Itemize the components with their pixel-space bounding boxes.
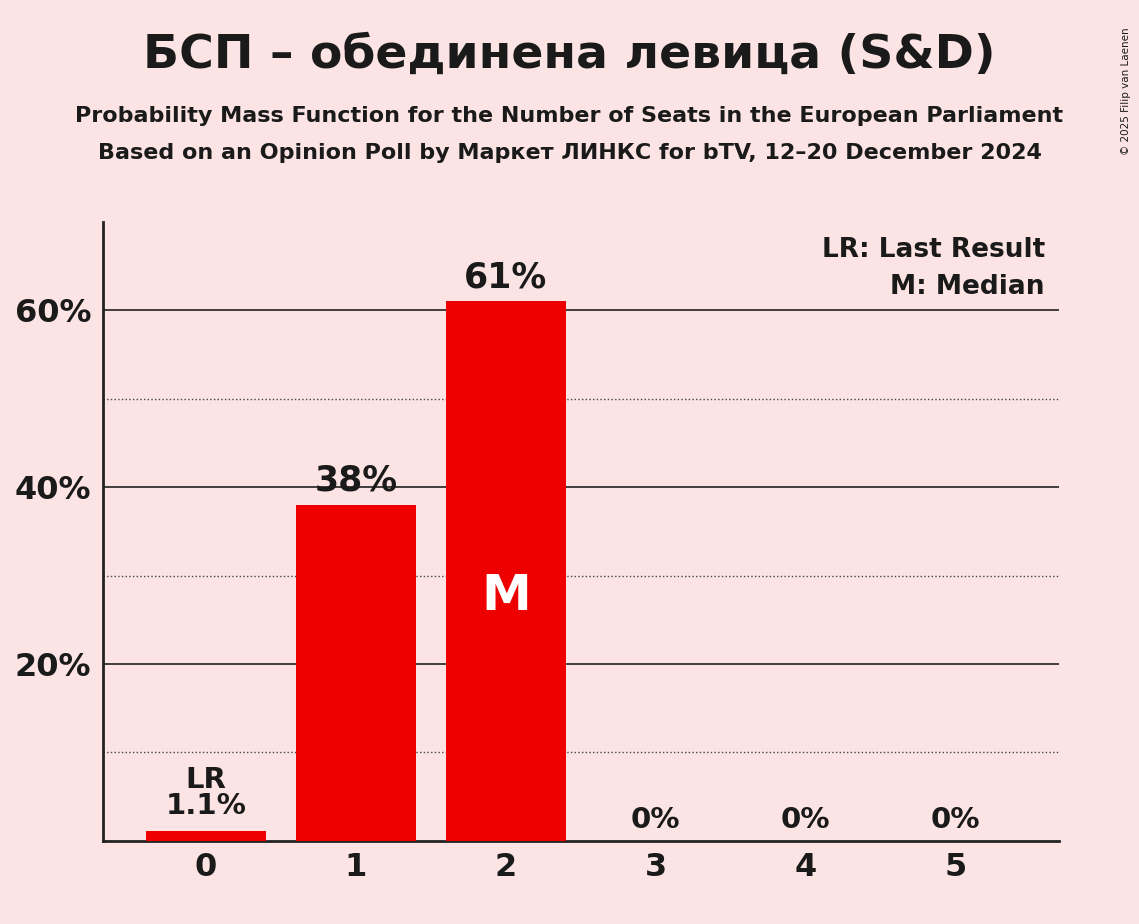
Text: Based on an Opinion Poll by Маркет ЛИНКС for bTV, 12–20 December 2024: Based on an Opinion Poll by Маркет ЛИНКС… [98, 143, 1041, 164]
Text: Probability Mass Function for the Number of Seats in the European Parliament: Probability Mass Function for the Number… [75, 106, 1064, 127]
Text: LR: Last Result: LR: Last Result [821, 237, 1044, 263]
Text: © 2025 Filip van Laenen: © 2025 Filip van Laenen [1121, 28, 1131, 155]
Bar [146, 831, 267, 841]
Bar [446, 301, 566, 841]
Text: 0%: 0% [631, 806, 681, 833]
Text: 61%: 61% [465, 261, 548, 294]
Text: БСП – обединена левица (S&D): БСП – обединена левица (S&D) [144, 32, 995, 78]
Text: 1.1%: 1.1% [165, 792, 246, 821]
Text: M: M [481, 572, 531, 620]
Text: 0%: 0% [931, 806, 981, 833]
Text: 38%: 38% [314, 464, 398, 498]
Text: 0%: 0% [781, 806, 830, 833]
Bar [296, 505, 416, 841]
Text: M: Median: M: Median [891, 274, 1044, 300]
Text: LR: LR [186, 766, 227, 794]
